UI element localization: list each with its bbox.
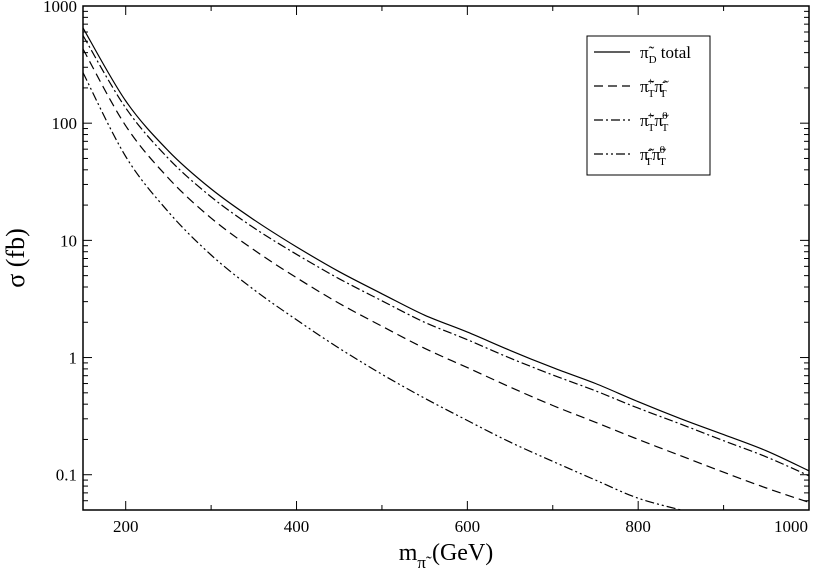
x-tick-label-800: 800 [625, 517, 651, 536]
y-tick-label-1000: 1000 [43, 0, 77, 16]
series-lines [82, 27, 810, 511]
x-axis-title: mπ̃ (GeV) [399, 540, 494, 572]
x-axis-title-rest: (GeV) [426, 540, 493, 566]
x-tick-label-400: 400 [284, 517, 310, 536]
y-axis-title: σ (fb) [1, 228, 30, 288]
x-tick-label-200: 200 [113, 517, 139, 536]
plot-frame [82, 5, 810, 511]
x-tick-label-1000: 1000 [774, 517, 808, 536]
x-axis-title-base: m [399, 540, 418, 566]
y-tick-label-0.1: 0.1 [56, 466, 77, 485]
tick-labels: 200 400 600 800 1000 0.1 1 10 100 1000 [43, 0, 808, 536]
legend-label-3: π̃+ Tπ̃0 T [640, 110, 669, 134]
legend-label-4: π̃-Tπ̃0 T [640, 144, 667, 168]
series-line-1 [82, 27, 810, 472]
legend-label-2: π̃+ Tπ̃-T [640, 76, 669, 100]
y-tick-label-100: 100 [52, 114, 78, 133]
series-line-2 [82, 48, 810, 503]
series-line-3 [82, 35, 810, 477]
ticks [83, 5, 810, 511]
legend-box [586, 35, 711, 176]
series-line-4 [82, 72, 682, 511]
y-tick-label-10: 10 [60, 231, 77, 250]
x-tick-label-600: 600 [455, 517, 481, 536]
y-tick-label-1: 1 [69, 349, 78, 368]
